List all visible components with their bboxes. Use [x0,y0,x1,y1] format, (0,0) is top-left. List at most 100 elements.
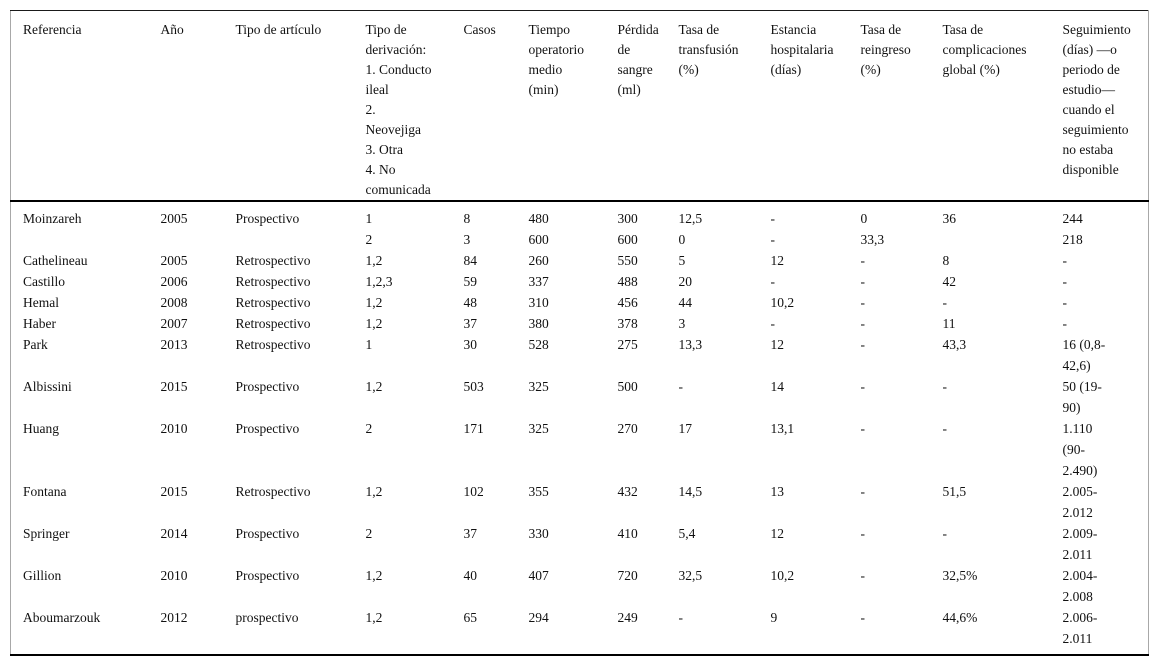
table-cell: 503 [463,379,484,394]
table-cell: 1,2 [365,379,383,394]
table-cell: 1 2 [365,211,373,247]
table-cell: 17 [678,421,693,436]
table-cell: 13 [770,484,785,499]
table-cell: Retrospectivo [235,316,311,331]
table-cell: 300 600 [617,211,638,247]
table-cell: 13,3 [678,337,703,352]
table-cell: - [860,274,866,289]
table-cell: 1,2 [365,295,383,310]
study-results-table: Referencia Año Tipo de artículo Tipo de … [10,10,1149,656]
column-header-tasa-complicaciones: Tasa de complicaciones global (%) [930,10,1051,202]
table-cell: 480 600 [528,211,549,247]
table-cell: 2.004- 2.008 [1062,568,1098,604]
table-cell: 2008 [160,295,188,310]
table-cell: 2006 [160,274,188,289]
table-cell: Springer [23,526,70,541]
table-cell: 500 [617,379,638,394]
table-cell: Retrospectivo [235,274,311,289]
table-cell: 2 [365,526,373,541]
table-cell: - [860,316,866,331]
table-cell: - [860,295,866,310]
table-cell: 3 [678,316,686,331]
table-cell: 378 [617,316,638,331]
table-cell: 2012 [160,610,188,625]
table-cell: 325 [528,421,549,436]
table-cell: 488 [617,274,638,289]
table-cell: 407 [528,568,549,583]
table-cell: 12 [770,337,785,352]
table-cell: 43,3 [942,337,967,352]
table-row: Albissini 2015 Prospectivo 1,2 503 325 500 - 14 -… [11,376,1149,418]
table-cell: Prospectivo [235,526,300,541]
table-cell: 1,2 [365,316,383,331]
table-cell: - [770,274,776,289]
table-cell: 2010 [160,568,188,583]
study-table-container: Referencia Año Tipo de artículo Tipo de … [10,10,1149,656]
table-cell: 325 [528,379,549,394]
table-cell: - [770,316,776,331]
table-cell: 42 [942,274,957,289]
table-cell: 244 218 [1062,211,1083,247]
table-cell: Castillo [23,274,66,289]
column-header-tipo-derivacion: Tipo de derivación: 1. Conducto ileal 2.… [353,10,452,202]
table-cell: - [860,484,866,499]
table-cell: 310 [528,295,549,310]
header-row: Referencia Año Tipo de artículo Tipo de … [10,10,1149,202]
table-row: Hemal 2008 Retrospectivo 1,2 48 310 456 44 10,2 -… [11,292,1149,313]
table-cell: prospectivo [235,610,299,625]
column-header-referencia: Referencia [10,10,149,202]
table-cell: Retrospectivo [235,484,311,499]
table-cell: 11 [942,316,956,331]
table-cell: 2.006- 2.011 [1062,610,1098,646]
table-row: Huang 2010 Prospectivo 2 171 325 270 17 13,1 - - 1.… [11,418,1149,481]
table-cell: 249 [617,610,638,625]
table-cell: 30 [463,337,478,352]
table-cell: - [1062,295,1068,310]
table-cell: 1,2,3 [365,274,393,289]
column-header-estancia-hospitalaria: Estancia hospitalaria (días) [758,10,849,202]
table-cell: 5,4 [678,526,696,541]
column-header-ano: Año [148,10,224,202]
table-cell: 720 [617,568,638,583]
column-header-tasa-reingreso: Tasa de reingreso (%) [848,10,931,202]
table-cell: 10,2 [770,295,795,310]
column-header-seguimiento: Seguimiento (días) —o periodo de estudio… [1050,10,1149,202]
column-header-tasa-transfusion: Tasa de transfusión (%) [666,10,759,202]
table-cell: - [1062,253,1068,268]
table-cell: 294 [528,610,549,625]
table-cell: - [860,253,866,268]
table-cell: 37 [463,316,478,331]
table-row: Gillion 2010 Prospectivo 1,2 40 407 720 32,5 10,… [11,565,1149,607]
table-cell: 2013 [160,337,188,352]
table-cell: - [942,421,948,436]
table-cell: 44 [678,295,693,310]
table-cell: 13,1 [770,421,795,436]
table-row: Haber 2007 Retrospectivo 1,2 37 380 378 3 - - 11 - [11,313,1149,334]
table-cell: - [942,526,948,541]
table-cell: 8 [942,253,950,268]
table-cell: 380 [528,316,549,331]
table-cell: 2014 [160,526,188,541]
table-header: Referencia Año Tipo de artículo Tipo de … [10,10,1149,202]
table-cell: - [1062,316,1068,331]
table-cell: 37 [463,526,478,541]
table-cell: 2015 [160,484,188,499]
table-cell: 432 [617,484,638,499]
table-cell: 14,5 [678,484,703,499]
table-cell: 20 [678,274,693,289]
table-cell: Prospectivo [235,379,300,394]
table-cell: 2015 [160,379,188,394]
table-cell: - [860,568,866,583]
table-cell: Aboumarzouk [23,610,101,625]
table-cell: 410 [617,526,638,541]
table-cell: Haber [23,316,56,331]
table-cell: 32,5% [942,568,978,583]
table-cell: 32,5 [678,568,703,583]
table-cell: 528 [528,337,549,352]
table-cell: Park [23,337,48,352]
table-row: Castillo 2006 Retrospectivo 1,2,3 59 337 488 20… [11,271,1149,292]
table-cell: 12,5 0 [678,211,703,247]
table-cell: 36 [942,211,957,226]
table-cell: Albissini [23,379,72,394]
